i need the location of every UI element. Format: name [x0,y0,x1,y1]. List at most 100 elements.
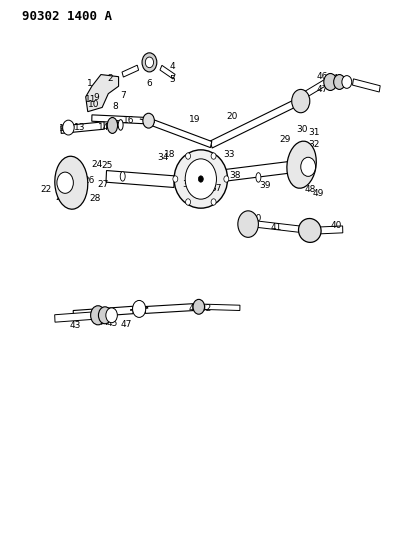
Text: 16: 16 [123,116,134,125]
Text: 41: 41 [270,223,281,232]
Circle shape [185,159,216,199]
Text: 17: 17 [143,118,155,127]
Circle shape [211,153,216,159]
Text: 37: 37 [210,183,222,192]
Circle shape [173,176,177,182]
Circle shape [106,308,117,322]
Text: 1: 1 [87,79,93,88]
Text: 29: 29 [279,135,290,144]
Text: 24: 24 [91,160,102,169]
Text: 27: 27 [97,180,109,189]
Text: 22: 22 [40,185,51,194]
Circle shape [142,53,157,72]
Text: 2: 2 [107,74,113,83]
Polygon shape [318,226,342,234]
Polygon shape [61,122,104,133]
Text: 18: 18 [164,150,175,159]
Text: 21: 21 [299,159,311,167]
Circle shape [211,199,216,205]
Text: 23: 23 [71,164,82,173]
Polygon shape [256,221,301,232]
Text: 46: 46 [316,72,327,81]
Text: 45: 45 [324,80,335,89]
Circle shape [333,75,344,90]
Text: 12: 12 [59,124,71,133]
Text: 15: 15 [111,120,122,129]
Text: 42: 42 [238,215,249,224]
Polygon shape [300,79,327,100]
Text: 19: 19 [188,115,200,124]
Circle shape [57,172,73,193]
Circle shape [323,74,336,91]
Polygon shape [122,65,138,77]
Text: 3: 3 [146,58,152,67]
Polygon shape [225,161,293,181]
Polygon shape [351,79,379,92]
Text: 44: 44 [97,318,109,327]
Circle shape [145,57,153,68]
Circle shape [223,176,228,182]
Polygon shape [146,118,211,148]
Ellipse shape [118,119,123,130]
Text: 26: 26 [83,176,95,185]
Polygon shape [92,115,147,124]
Text: 47: 47 [316,85,327,94]
Polygon shape [73,306,133,318]
Ellipse shape [255,173,260,182]
Text: 41: 41 [188,304,199,313]
Text: 6: 6 [146,79,152,88]
Text: 4: 4 [169,62,174,70]
Polygon shape [106,171,174,188]
Text: 7: 7 [119,91,125,100]
Text: 11: 11 [85,95,97,104]
Text: 35: 35 [188,183,200,192]
Text: 5: 5 [169,75,175,84]
Text: 31: 31 [307,128,319,137]
Circle shape [98,307,112,324]
Text: 21: 21 [55,193,66,202]
Circle shape [62,120,74,135]
Text: 8: 8 [113,102,118,111]
Text: 32: 32 [308,140,319,149]
Text: 33: 33 [223,150,234,159]
Circle shape [90,306,105,325]
Text: 13: 13 [74,123,85,132]
Circle shape [291,90,309,113]
Ellipse shape [120,172,125,181]
Circle shape [198,176,203,182]
Polygon shape [85,75,118,112]
Polygon shape [55,312,98,322]
Text: 44: 44 [327,74,339,83]
Polygon shape [145,303,198,313]
Text: 30: 30 [295,125,306,134]
Text: 90302 1400 A: 90302 1400 A [22,10,112,23]
Circle shape [142,114,154,128]
Text: 49: 49 [311,189,323,198]
Text: 34: 34 [157,153,168,162]
Ellipse shape [298,219,320,243]
Circle shape [341,76,351,88]
Text: 9: 9 [93,93,99,102]
Polygon shape [203,304,240,311]
Circle shape [132,301,145,317]
Polygon shape [159,66,175,79]
Text: 43: 43 [69,321,81,330]
Text: 47: 47 [120,320,131,329]
Text: 28: 28 [89,194,101,203]
Text: 39: 39 [258,181,270,190]
Polygon shape [209,99,298,148]
Text: 46: 46 [104,315,116,324]
Text: 45: 45 [107,319,118,328]
Text: 42: 42 [200,304,211,313]
Circle shape [192,300,204,314]
Ellipse shape [55,156,88,209]
Circle shape [185,153,190,159]
Text: 38: 38 [229,171,240,180]
Ellipse shape [174,150,227,208]
Text: 36: 36 [181,180,193,189]
Text: 14: 14 [97,123,109,132]
Ellipse shape [107,117,117,133]
Circle shape [300,157,315,176]
Text: 40: 40 [330,221,342,230]
Text: 20: 20 [250,214,261,223]
